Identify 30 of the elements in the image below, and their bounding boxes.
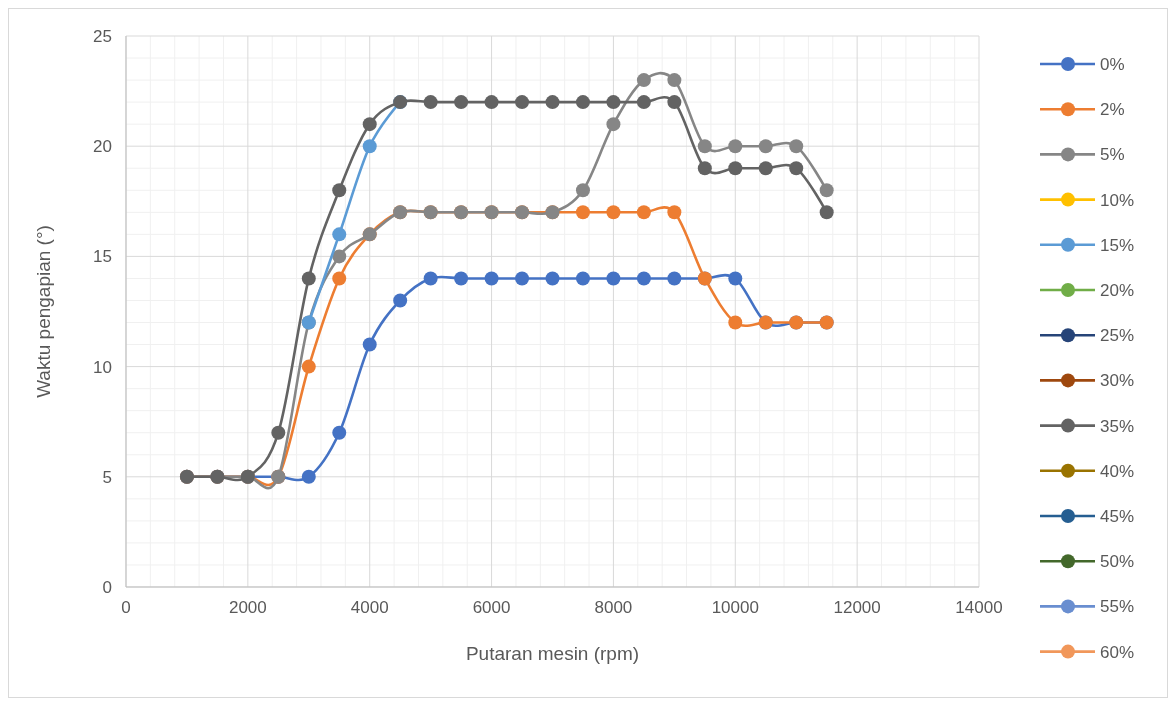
x-tick-label: 14000 [955, 598, 1003, 617]
y-tick-label: 5 [102, 467, 112, 487]
y-tick-label: 15 [93, 247, 112, 267]
legend-label: 35% [1100, 416, 1135, 436]
legend-label: 20% [1100, 281, 1135, 300]
x-tick-label: 8000 [594, 598, 633, 617]
legend-label: 60% [1100, 642, 1135, 662]
legend-label: 25% [1100, 326, 1135, 346]
legend-label: 30% [1100, 371, 1135, 391]
x-tick-label: 10000 [711, 598, 759, 617]
y-axis-title: Waktu pengapian (°) [33, 225, 54, 398]
legend-label: 55% [1100, 597, 1135, 617]
x-axis-title: Putaran mesin (rpm) [465, 643, 640, 664]
legend-label: 15% [1100, 235, 1135, 255]
legend-label: 10% [1100, 190, 1135, 210]
y-tick-label: 25 [93, 27, 112, 46]
legend-label: 50% [1100, 552, 1135, 572]
legend-label: 2% [1100, 100, 1125, 120]
legend-label: 45% [1100, 507, 1135, 526]
legend-label: 0% [1100, 55, 1125, 74]
legend-label: 40% [1100, 461, 1135, 481]
y-tick-label: 0 [102, 578, 112, 597]
x-tick-label: 2000 [228, 598, 267, 617]
y-tick-label: 20 [93, 137, 112, 157]
y-tick-label: 10 [93, 357, 112, 377]
legend-label: 5% [1100, 145, 1125, 165]
x-tick-label: 0 [121, 598, 131, 617]
x-tick-label: 4000 [350, 598, 389, 617]
x-tick-label: 6000 [472, 598, 511, 617]
x-tick-label: 12000 [833, 598, 881, 617]
